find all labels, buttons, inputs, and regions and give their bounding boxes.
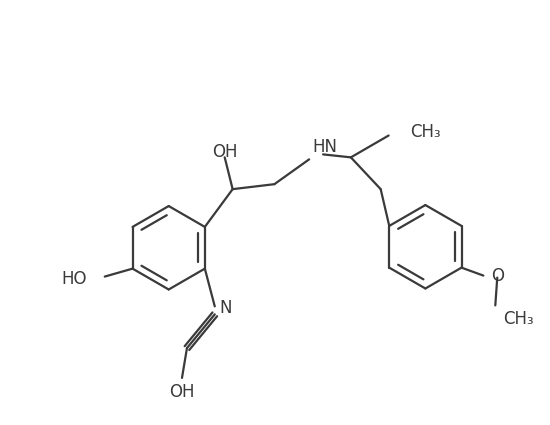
Text: O: O (491, 266, 504, 285)
Text: OH: OH (212, 144, 238, 162)
Text: CH₃: CH₃ (410, 122, 441, 141)
Text: OH: OH (169, 383, 195, 401)
Text: N: N (220, 299, 232, 317)
Text: HN: HN (312, 139, 337, 156)
Text: HO: HO (62, 269, 87, 288)
Text: CH₃: CH₃ (503, 310, 534, 328)
